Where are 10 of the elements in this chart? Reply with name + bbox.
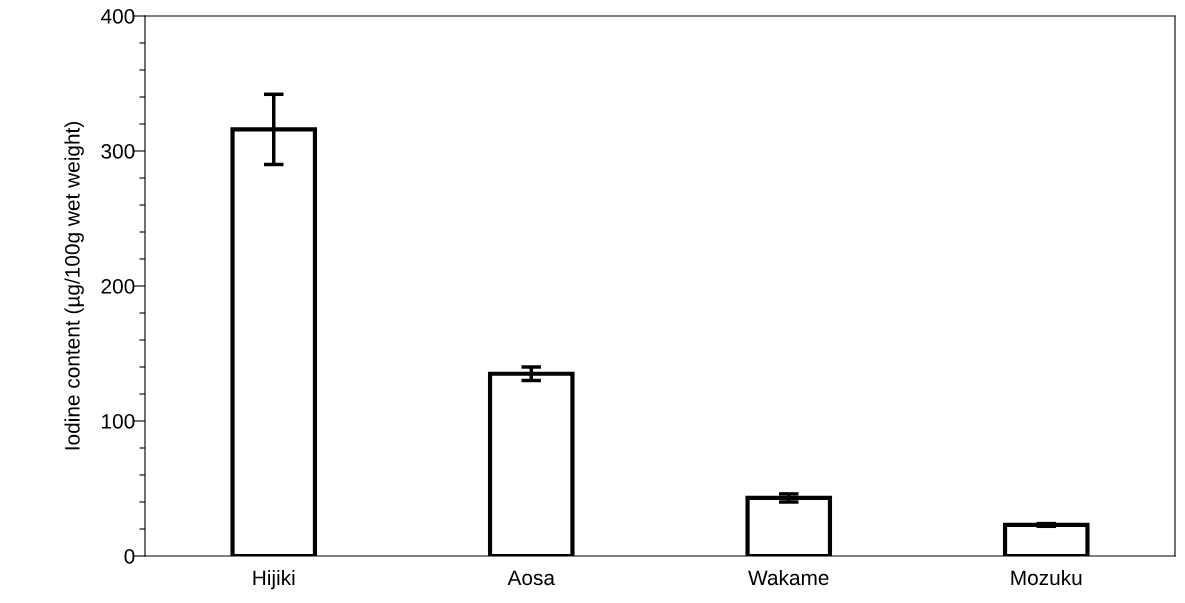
- x-tick-label: Mozuku: [1011, 569, 1082, 586]
- y-tick-label: 200: [101, 279, 135, 294]
- y-axis-title: Iodine content (µg/100g wet weight): [64, 122, 84, 450]
- y-tick-label: 0: [124, 549, 135, 564]
- y-tick-label: 300: [101, 144, 135, 159]
- y-tick-label: 400: [101, 9, 135, 24]
- y-tick-label: 100: [102, 414, 135, 429]
- x-tick-label: Hijiki: [253, 569, 295, 590]
- x-tick-label: Wakame: [748, 569, 829, 586]
- x-tick-label: Aosa: [507, 570, 555, 586]
